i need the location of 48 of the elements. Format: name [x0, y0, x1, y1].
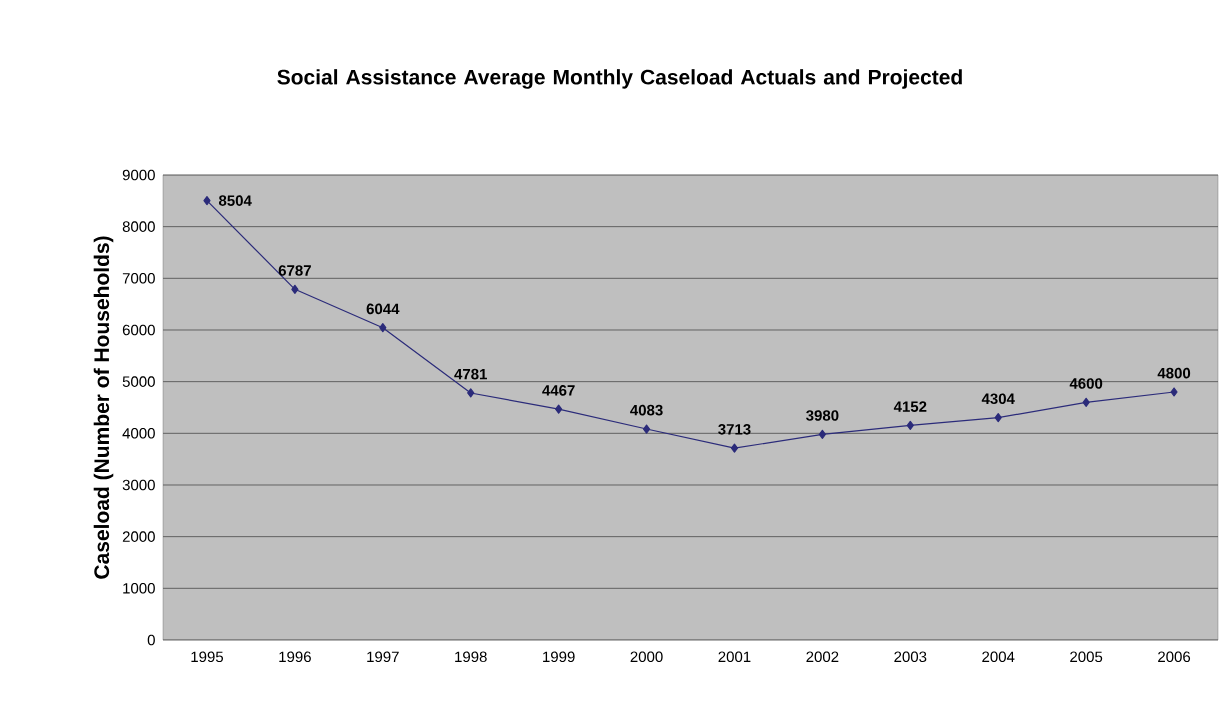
y-tick-label: 7000	[122, 273, 155, 284]
x-tick-label: 2005	[1070, 651, 1103, 663]
y-tick-label: 8000	[122, 221, 155, 232]
data-label: 8504	[218, 195, 252, 206]
point	[994, 413, 1002, 423]
y-tick-label: 0	[147, 634, 155, 646]
data-label: 6044	[366, 303, 400, 315]
data-label: 4304	[981, 393, 1015, 405]
x-tick-label: 2006	[1158, 651, 1191, 663]
y-tick-label: 9000	[122, 169, 155, 181]
point	[1170, 387, 1178, 397]
x-tick-label: 1997	[367, 651, 399, 663]
point	[1082, 397, 1090, 407]
point	[818, 429, 826, 439]
x-tick-label: 1998	[455, 651, 487, 663]
y-tick-label: 5000	[122, 376, 155, 387]
chart-title: Social Assistance Average Monthly Caseload Actuals and Projected	[277, 69, 962, 89]
point	[906, 420, 914, 431]
x-tick-label: 2004	[982, 651, 1015, 663]
x-tick-label: 2000	[630, 651, 663, 663]
point	[291, 284, 299, 294]
x-tick-label: 2003	[894, 651, 927, 663]
x-tick-label: 1995	[191, 651, 224, 663]
point	[203, 196, 211, 206]
x-tick-label: 2001	[718, 651, 751, 663]
data-label: 3713	[718, 423, 751, 435]
data-label: 4781	[454, 368, 487, 380]
y-tick-label: 6000	[122, 324, 155, 336]
y-tick-label: 2000	[122, 531, 155, 542]
data-label: 4600	[1069, 378, 1103, 389]
data-label: 4800	[1157, 367, 1191, 379]
x-tick-label: 1996	[279, 651, 311, 663]
point	[467, 388, 475, 398]
y-tick-label: 3000	[122, 479, 155, 491]
data-label: 3980	[806, 410, 839, 421]
data-label: 4083	[630, 404, 663, 416]
y-tick-label: 4000	[122, 428, 155, 439]
point	[730, 443, 739, 453]
data-label: 4467	[542, 385, 575, 396]
x-tick-label: 2002	[806, 651, 839, 663]
y-tick-label: 1000	[123, 583, 155, 594]
y-axis-title: Caseload (Number of Households)	[93, 236, 114, 579]
point	[379, 323, 387, 333]
point	[555, 404, 563, 414]
x-tick-label: 1999	[543, 651, 575, 663]
data-label: 4152	[893, 401, 927, 412]
data-label: 6787	[278, 265, 311, 276]
point	[642, 424, 651, 434]
